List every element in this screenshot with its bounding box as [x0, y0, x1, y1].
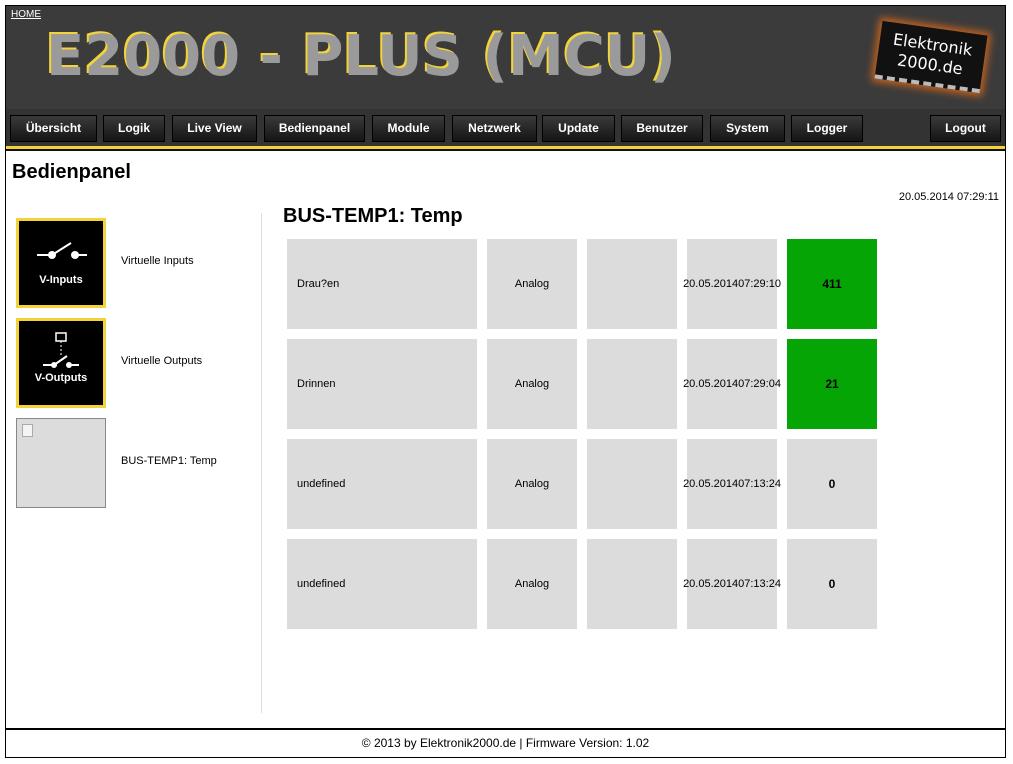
elektronik2000-logo: Elektronik 2000.de [874, 20, 988, 94]
divider [261, 213, 262, 713]
page-title: Bedienpanel [12, 161, 131, 183]
sidebar-label[interactable]: BUS-TEMP1: Temp [121, 455, 217, 467]
tile-name-text: undefined [297, 578, 346, 590]
tile-extra[interactable] [587, 239, 677, 329]
tile-name[interactable]: undefined [287, 539, 477, 629]
tile-date-text: 20.05.2014 [683, 378, 739, 390]
tile-date[interactable]: 20.05.2014 07:29:10 [683, 239, 781, 329]
broken-image-icon [22, 424, 33, 437]
v-inputs-button[interactable]: V-Inputs [16, 218, 106, 308]
nav-module[interactable]: Module [372, 115, 445, 142]
tile-extra[interactable] [587, 339, 677, 429]
tile-value-text: 411 [822, 277, 842, 291]
tile-type[interactable]: Analog [487, 339, 577, 429]
home-link[interactable]: HOME [11, 9, 41, 20]
sidebar-label[interactable]: Virtuelle Outputs [121, 355, 203, 367]
tile-type[interactable]: Analog [487, 439, 577, 529]
tile-time-text: 07:13:24 [738, 478, 781, 490]
tile-extra[interactable] [587, 439, 677, 529]
tile-date-text: 20.05.2014 [683, 578, 739, 590]
tile-value[interactable]: 21 [787, 339, 877, 429]
tile-value-text: 0 [828, 477, 836, 491]
nav-netzwerk[interactable]: Netzwerk [452, 115, 537, 142]
tile-extra[interactable] [587, 539, 677, 629]
tile-time-text: 07:29:10 [738, 278, 781, 290]
nav-bedienpanel[interactable]: Bedienpanel [264, 115, 365, 142]
tile-time-text: 07:29:04 [738, 378, 781, 390]
nav-live-view[interactable]: Live View [172, 115, 257, 142]
header: HOME E2000 - PLUS (MCU) Elektronik 2000.… [6, 6, 1005, 109]
tile-name-text: Drinnen [297, 378, 336, 390]
relay-output-icon [43, 332, 79, 368]
bus-temp-button[interactable] [16, 418, 106, 508]
tile-name-text: Drau?en [297, 278, 340, 290]
tile-value[interactable]: 0 [787, 439, 877, 529]
page-frame: HOME E2000 - PLUS (MCU) Elektronik 2000.… [5, 5, 1006, 758]
nav-benutzer[interactable]: Benutzer [621, 115, 703, 142]
v-outputs-icon-text: V-Outputs [34, 372, 88, 384]
tile-value[interactable]: 0 [787, 539, 877, 629]
nav-uebersicht[interactable]: Übersicht [10, 115, 97, 142]
tile-type-text: Analog [514, 278, 550, 290]
tile-type-text: Analog [514, 578, 550, 590]
tile-value-text: 21 [825, 377, 839, 391]
tile-name[interactable]: undefined [287, 439, 477, 529]
tile-value[interactable]: 411 [787, 239, 877, 329]
accent-line [6, 146, 1005, 151]
tile-time-text: 07:13:24 [738, 578, 781, 590]
tile-date[interactable]: 20.05.2014 07:29:04 [683, 339, 781, 429]
tile-type-text: Analog [514, 478, 550, 490]
datetime: 20.05.2014 07:29:11 [898, 191, 999, 203]
sidebar-label[interactable]: Virtuelle Inputs [121, 255, 194, 267]
tile-date-text: 20.05.2014 [683, 278, 739, 290]
v-inputs-icon-text: V-Inputs [39, 274, 83, 286]
v-outputs-button[interactable]: V-Outputs [16, 318, 106, 408]
tile-name-text: undefined [297, 478, 346, 490]
footer: © 2013 by Elektronik2000.de | Firmware V… [6, 728, 1005, 757]
tile-type[interactable]: Analog [487, 539, 577, 629]
nav-update[interactable]: Update [542, 115, 615, 142]
tile-type[interactable]: Analog [487, 239, 577, 329]
tile-name[interactable]: Drinnen [287, 339, 477, 429]
logout-button[interactable]: Logout [930, 115, 1001, 142]
tile-date[interactable]: 20.05.2014 07:13:24 [683, 439, 781, 529]
nav-logger[interactable]: Logger [791, 115, 863, 142]
nav-logik[interactable]: Logik [103, 115, 165, 142]
tile-type-text: Analog [514, 378, 550, 390]
nav-system[interactable]: System [710, 115, 785, 142]
switch-icon [37, 242, 87, 259]
tile-name[interactable]: Drau?en [287, 239, 477, 329]
tile-date-text: 20.05.2014 [683, 478, 739, 490]
tile-value-text: 0 [828, 577, 836, 591]
tile-date[interactable]: 20.05.2014 07:13:24 [683, 539, 781, 629]
main-nav: Übersicht Logik Live View Bedienpanel Mo… [6, 109, 1005, 146]
panel-title: BUS-TEMP1: Temp [283, 205, 463, 227]
app-title: E2000 - PLUS (MCU) [46, 24, 676, 89]
